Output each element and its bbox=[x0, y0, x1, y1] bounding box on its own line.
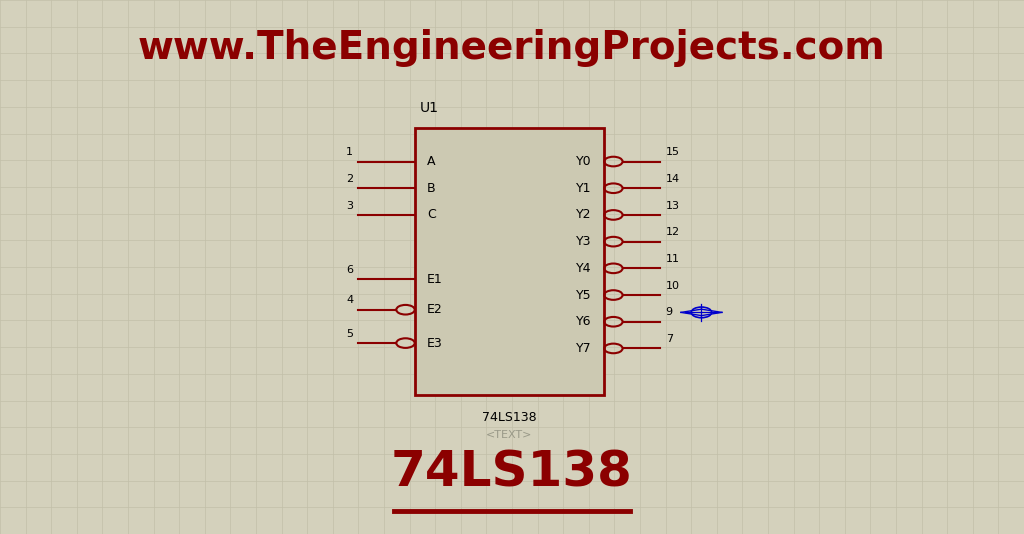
Text: 14: 14 bbox=[666, 174, 680, 184]
Text: 1: 1 bbox=[346, 147, 353, 157]
Text: Y7: Y7 bbox=[577, 342, 592, 355]
Text: Y6: Y6 bbox=[577, 315, 592, 328]
Text: www.TheEngineeringProjects.com: www.TheEngineeringProjects.com bbox=[138, 29, 886, 67]
Text: Y3: Y3 bbox=[577, 235, 592, 248]
Text: 74LS138: 74LS138 bbox=[391, 449, 633, 497]
Text: Y2: Y2 bbox=[577, 208, 592, 222]
Text: Y5: Y5 bbox=[577, 288, 592, 302]
Text: U1: U1 bbox=[420, 101, 439, 115]
Text: 4: 4 bbox=[346, 295, 353, 305]
Text: E2: E2 bbox=[427, 303, 442, 316]
Text: Y1: Y1 bbox=[577, 182, 592, 195]
Text: C: C bbox=[427, 208, 436, 222]
Text: 11: 11 bbox=[666, 254, 680, 264]
Text: 15: 15 bbox=[666, 147, 680, 157]
Text: Y4: Y4 bbox=[577, 262, 592, 275]
Text: E3: E3 bbox=[427, 336, 442, 350]
Text: 74LS138: 74LS138 bbox=[482, 411, 537, 424]
Text: <TEXT>: <TEXT> bbox=[486, 430, 532, 440]
Text: 5: 5 bbox=[346, 329, 353, 339]
Text: B: B bbox=[427, 182, 435, 195]
Text: 3: 3 bbox=[346, 201, 353, 210]
Text: A: A bbox=[427, 155, 435, 168]
Bar bbox=[415, 128, 604, 395]
Text: Y0: Y0 bbox=[577, 155, 592, 168]
Text: 2: 2 bbox=[346, 174, 353, 184]
Text: 9: 9 bbox=[666, 308, 673, 317]
Text: 13: 13 bbox=[666, 201, 680, 210]
Text: 10: 10 bbox=[666, 281, 680, 290]
Text: E1: E1 bbox=[427, 272, 442, 286]
Text: 6: 6 bbox=[346, 265, 353, 274]
Text: 7: 7 bbox=[666, 334, 673, 344]
Text: 12: 12 bbox=[666, 227, 680, 237]
